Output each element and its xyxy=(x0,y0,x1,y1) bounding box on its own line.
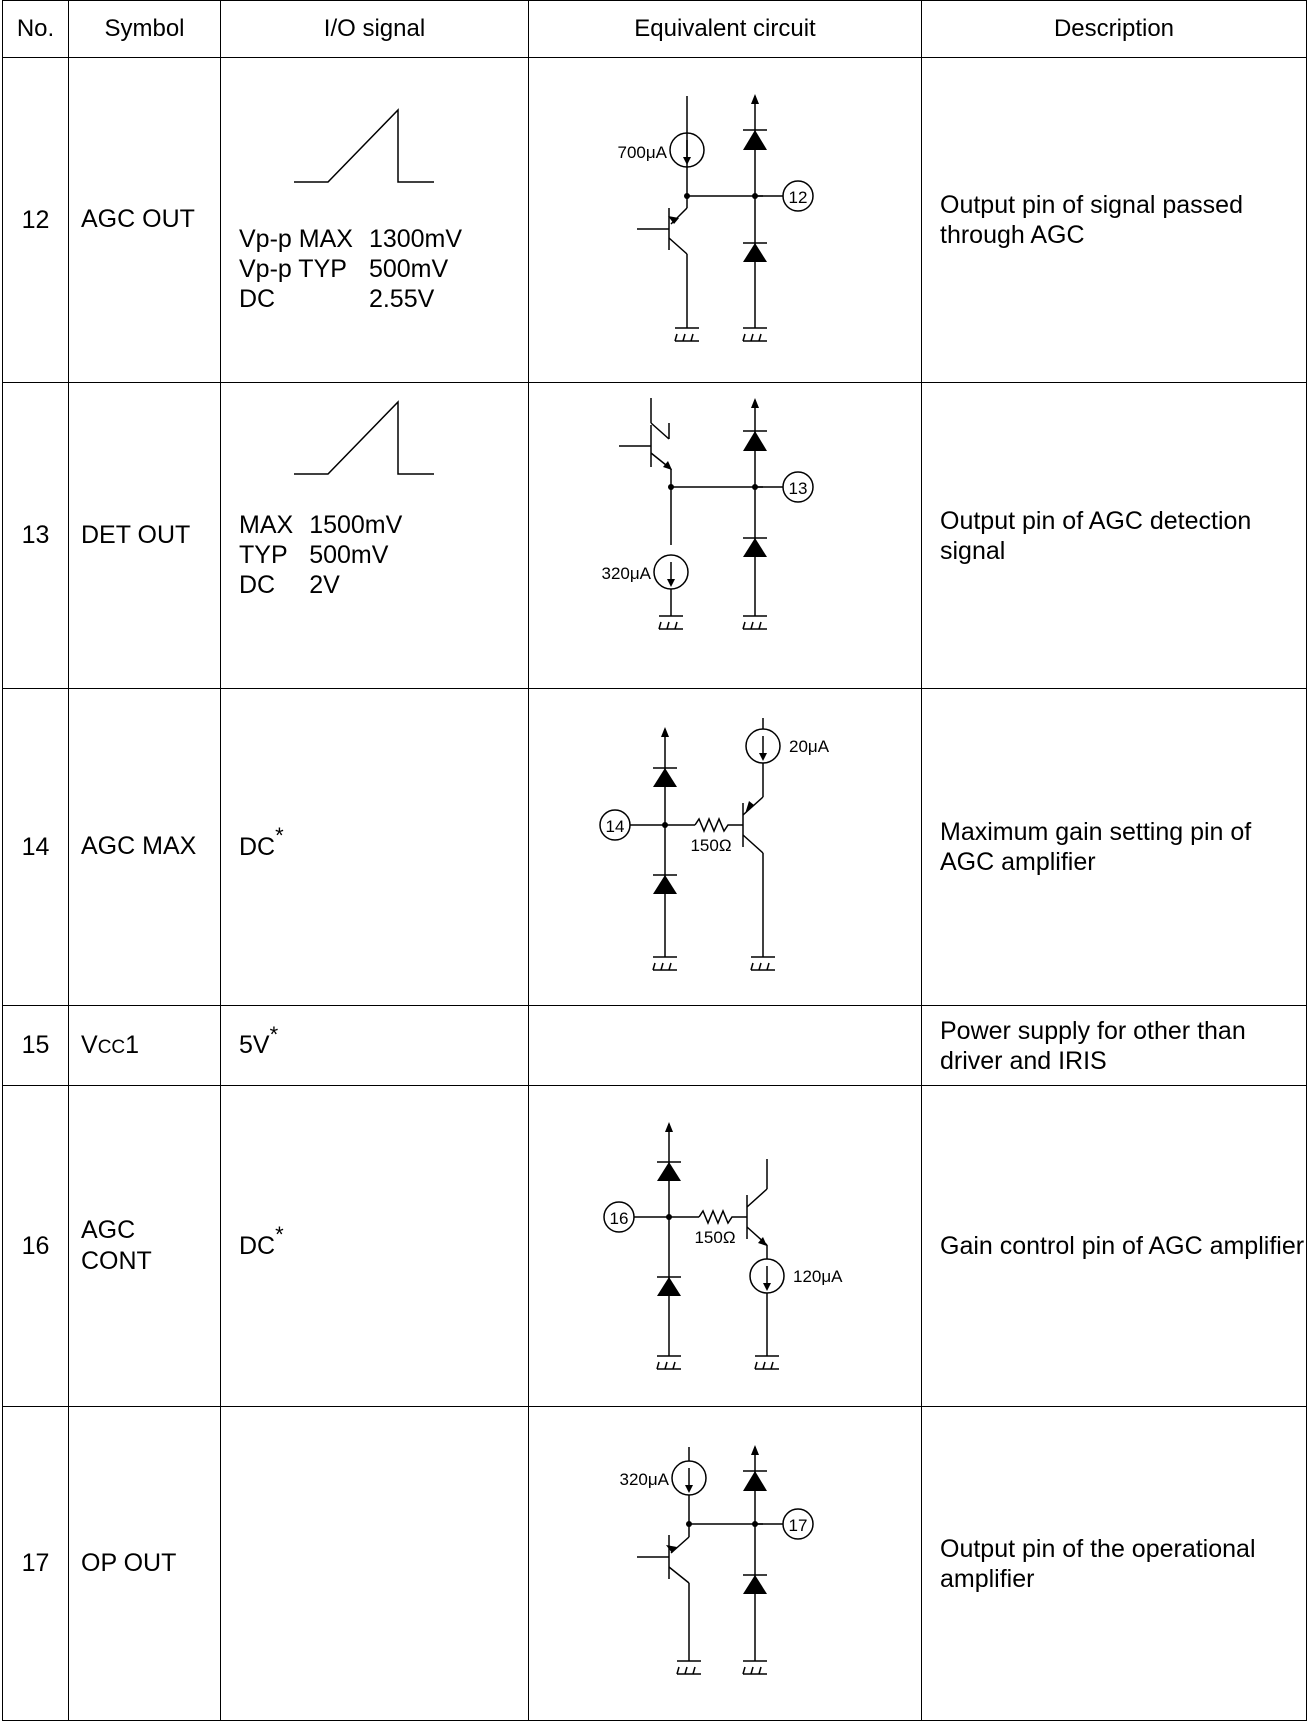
pin-symbol: AGC OUT xyxy=(68,57,221,383)
ramp-waveform-icon xyxy=(294,108,434,183)
io-signal: 5V* xyxy=(220,1005,529,1086)
current-source-label: 320μA xyxy=(620,1470,670,1489)
io-values: Vp-p MAX 1300mV Vp-p TYP 500mV DC 2.55V xyxy=(239,225,463,313)
pin-symbol: OP OUT xyxy=(68,1406,221,1721)
description: Output pin of AGC detection signal xyxy=(921,382,1307,689)
header-equivalent-circuit: Equivalent circuit xyxy=(528,0,922,58)
description: Gain control pin of AGC amplifier xyxy=(921,1085,1307,1407)
current-source-label: 120μA xyxy=(793,1267,843,1286)
pin-circle-label: 14 xyxy=(606,817,625,836)
description: Output pin of the operational amplifier xyxy=(921,1406,1307,1721)
table-row: 12 AGC OUT Vp-p MAX 1300mV Vp-p TYP 500mV … xyxy=(2,57,1307,383)
description: Power supply for other than driver and I… xyxy=(921,1005,1307,1086)
header-symbol: Symbol xyxy=(68,0,221,58)
circuit-diagram: 14 150Ω 20μA xyxy=(599,718,830,971)
circuit-diagram: 16 150Ω 120μA xyxy=(603,1122,843,1370)
table-row: 16 AGC CONT DC* xyxy=(2,1085,1307,1407)
header-no: No. xyxy=(2,0,69,58)
io-signal xyxy=(220,1406,529,1721)
table-row: 17 OP OUT xyxy=(2,1406,1307,1721)
header-row: No. Symbol I/O signal Equivalent circuit… xyxy=(2,0,1307,58)
description: Output pin of signal passed through AGC xyxy=(921,57,1307,383)
header-io-signal: I/O signal xyxy=(220,0,529,58)
pin-circle-label: 16 xyxy=(610,1209,629,1228)
io-signal: Vp-p MAX 1300mV Vp-p TYP 500mV DC 2.55V xyxy=(220,57,529,383)
pin-number: 16 xyxy=(2,1085,69,1407)
resistor-label: 150Ω xyxy=(694,1228,735,1247)
pin-circle-label: 12 xyxy=(789,188,808,207)
pin-symbol: AGC CONT xyxy=(68,1085,221,1407)
circuit-diagram: 320μA 13 xyxy=(602,398,814,630)
circuit-diagram: 700μA 12 xyxy=(618,94,814,342)
equivalent-circuit: 700μA 12 xyxy=(528,57,922,383)
pin-symbol: DET OUT xyxy=(68,382,221,689)
current-source-label: 20μA xyxy=(789,737,830,756)
resistor-label: 150Ω xyxy=(690,836,731,855)
io-signal: MAX 1500mV TYP 500mV DC 2V xyxy=(220,382,529,689)
header-description: Description xyxy=(921,0,1307,58)
ramp-waveform-icon xyxy=(294,400,434,475)
table-row: 13 DET OUT MAX 1500mV TYP 500mV DC 2V xyxy=(2,382,1307,689)
equivalent-circuit: 320μA 17 xyxy=(528,1406,922,1721)
io-values: MAX 1500mV TYP 500mV DC 2V xyxy=(239,511,403,599)
pin-circle-label: 13 xyxy=(789,479,808,498)
pin-symbol: VCC1 xyxy=(68,1005,221,1086)
equivalent-circuit: 320μA 13 xyxy=(528,382,922,689)
table-row: 15 VCC1 5V* Power supply for other than … xyxy=(2,1005,1307,1086)
description: Maximum gain setting pin of AGC amplifie… xyxy=(921,688,1307,1006)
pin-symbol: AGC MAX xyxy=(68,688,221,1006)
equivalent-circuit: 16 150Ω 120μA xyxy=(528,1085,922,1407)
pin-number: 13 xyxy=(2,382,69,689)
pin-circle-label: 17 xyxy=(789,1516,808,1535)
table-row: 14 AGC MAX DC* xyxy=(2,688,1307,1006)
io-signal: DC* xyxy=(220,688,529,1006)
equivalent-circuit xyxy=(528,1005,922,1086)
equivalent-circuit: 14 150Ω 20μA xyxy=(528,688,922,1006)
pin-number: 12 xyxy=(2,57,69,383)
io-signal: DC* xyxy=(220,1085,529,1407)
pin-number: 15 xyxy=(2,1005,69,1086)
circuit-diagram: 320μA 17 xyxy=(620,1445,814,1675)
pin-number: 14 xyxy=(2,688,69,1006)
current-source-label: 700μA xyxy=(618,143,668,162)
pin-number: 17 xyxy=(2,1406,69,1721)
current-source-label: 320μA xyxy=(602,564,652,583)
